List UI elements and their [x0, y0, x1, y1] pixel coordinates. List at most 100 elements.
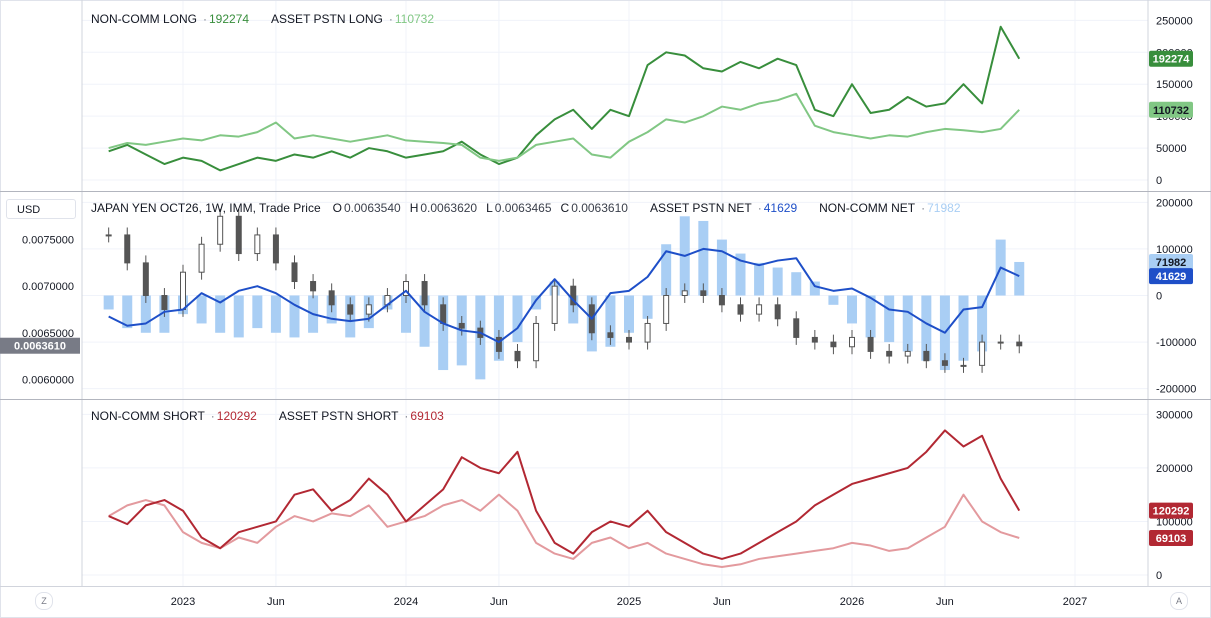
nc-net-bar: [847, 295, 857, 324]
asset-short-badge: 69103: [1156, 533, 1187, 545]
price-candle: [681, 290, 688, 297]
price-candle: [105, 234, 112, 237]
nc-net-bar: [698, 220, 709, 296]
pane2-legend: JAPAN YEN OCT26, 1W, IMM, Trade Price O 0.…: [91, 201, 961, 215]
nc-long-line: [108, 25, 1021, 172]
nc-net-bar: [140, 295, 151, 333]
price-candle: [811, 336, 818, 343]
price-candle: [644, 322, 651, 343]
asset-net-value: 41629: [763, 201, 798, 215]
price-candle: [849, 336, 855, 348]
nc-net-bar: [252, 295, 263, 329]
pane2-right-tick: 0: [1156, 291, 1162, 303]
time-tick-label: 2024: [394, 596, 418, 608]
nc-net-bar: [196, 295, 207, 324]
price-candle: [774, 304, 781, 320]
price-candle: [180, 271, 186, 310]
pane2-left-tick: 0.0070000: [22, 281, 74, 293]
nc-net-bar: [122, 295, 133, 329]
pane2-right-tick: -100000: [1156, 337, 1196, 349]
time-tick-label: Jun: [490, 596, 508, 608]
nc-net-bar: [921, 295, 932, 361]
nc-short-line: [108, 429, 1021, 560]
nc-long-value: 192274: [209, 12, 250, 26]
nc-net-bar: [493, 295, 504, 361]
price-candle: [421, 281, 428, 306]
nc-net-bar: [828, 295, 839, 305]
auto-scale-button[interactable]: A: [1170, 592, 1188, 610]
nc-net-bar: [716, 239, 727, 296]
asset-short-line: [108, 493, 1020, 568]
price-candle: [533, 322, 540, 362]
nc-long-badge-bg: [1149, 50, 1193, 67]
nc-net-bar: [233, 295, 244, 338]
pane3-scale-tick: 0: [1156, 570, 1162, 582]
price-candle: [124, 234, 131, 264]
pane2-left-tick: 0.0075000: [22, 235, 74, 247]
price-candle: [793, 318, 800, 338]
nc-net-bar: [642, 295, 653, 319]
open-value: 0.0063540: [343, 201, 401, 215]
nc-short-value: 120292: [216, 409, 257, 423]
nc-net-value: 71982: [927, 201, 961, 215]
asset-net-line: [108, 247, 1020, 344]
pane3-scale-tick: 100000: [1156, 516, 1193, 528]
timezone-button[interactable]: Z: [35, 592, 53, 610]
asset-long-label: ASSET PSTN LONG: [271, 12, 383, 26]
time-tick-label: Jun: [267, 596, 285, 608]
price-candle: [718, 295, 725, 306]
symbol-label[interactable]: JAPAN YEN OCT26, 1W, IMM, Trade Price: [91, 201, 321, 215]
price-candle: [737, 304, 744, 315]
nc-net-bar: [1014, 261, 1025, 296]
pane2-right-tick: -200000: [1156, 384, 1196, 396]
pane2-right-tick: 200000: [1156, 197, 1193, 209]
price-candle: [291, 262, 298, 283]
nc-net-badge-bg: [1149, 253, 1193, 270]
nc-net-bar: [401, 295, 411, 333]
nc-net-label: NON-COMM NET: [819, 201, 916, 215]
nc-net-bar: [270, 295, 281, 333]
nc-net-bar: [754, 262, 765, 296]
price-candle: [700, 290, 707, 297]
pane3-legend: NON-COMM SHORT · 120292 ASSET PSTN SHORT · 69…: [91, 409, 444, 423]
nc-net-bar: [438, 295, 449, 371]
nc-long-label: NON-COMM LONG: [91, 12, 197, 26]
price-candle: [458, 322, 465, 329]
asset-long-value: 110732: [394, 12, 435, 26]
time-tick-label: 2025: [617, 596, 641, 608]
nc-net-bar: [809, 281, 820, 296]
low-label: L: [486, 201, 493, 215]
asset-net-badge: 41629: [1156, 271, 1187, 283]
nc-net-bar: [419, 295, 430, 347]
currency-button[interactable]: USD: [6, 199, 76, 219]
price-candle: [1016, 341, 1023, 347]
close-label: C: [560, 201, 570, 215]
high-value: 0.0063620: [420, 201, 478, 215]
pane1-legend: NON-COMM LONG · 192274 ASSET PSTN LONG · 1107…: [91, 12, 435, 26]
asset-long-badge-bg: [1149, 101, 1193, 118]
price-candle: [254, 234, 261, 255]
price-candle: [570, 285, 577, 306]
price-candle: [403, 281, 409, 297]
pane2-right-tick: 100000: [1156, 244, 1193, 256]
asset-long-line: [108, 92, 1020, 162]
nc-net-bar: [103, 295, 114, 310]
asset-long-badge: 110732: [1153, 105, 1189, 117]
price-candle: [830, 341, 837, 348]
price-candle: [495, 336, 502, 352]
price-candle: [142, 262, 149, 296]
asset-short-value: 69103: [410, 409, 444, 423]
high-label: H: [409, 201, 419, 215]
nc-net-bar: [884, 295, 895, 343]
nc-net-bar: [735, 253, 746, 296]
pane3-scale-tick: 200000: [1156, 463, 1193, 475]
price-candle: [161, 295, 168, 310]
nc-net-bar: [977, 295, 988, 352]
price-candle: [347, 304, 354, 315]
price-candle: [310, 281, 317, 292]
pane1-scale-tick: 50000: [1156, 143, 1187, 155]
asset-short-label: ASSET PSTN SHORT: [278, 409, 399, 423]
price-candle: [235, 215, 242, 255]
asset-net-label: ASSET PSTN NET: [649, 201, 752, 215]
